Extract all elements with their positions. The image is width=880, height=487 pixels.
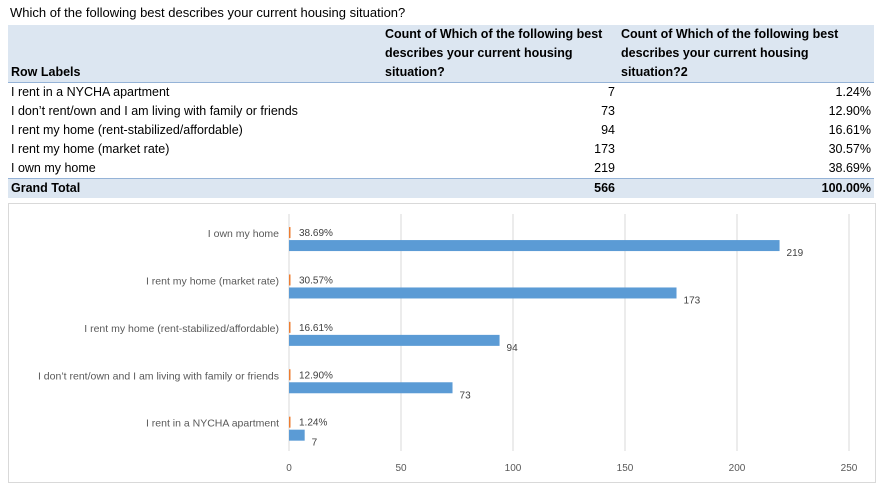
grand-total-label: Grand Total [8,178,382,198]
row-count: 173 [594,142,615,156]
category-label: I rent my home (rent-stabilized/affordab… [84,323,279,335]
percent-data-label: 1.24% [299,418,327,429]
percent-bar [289,274,291,286]
grand-total-row[interactable]: Grand Total 566 100.00% [8,178,874,198]
row-count: 73 [601,104,615,118]
row-label: I rent my home (market rate) [11,142,170,156]
row-label: I own my home [11,161,96,175]
row-percent: 30.57% [828,142,871,156]
row-count: 94 [601,123,615,137]
percent-bar [289,416,291,428]
table-row[interactable]: I don’t rent/own and I am living with fa… [8,102,874,121]
count-data-label: 73 [460,390,472,401]
count-data-label: 7 [312,438,318,449]
grand-total-count: 566 [382,178,618,198]
row-percent: 38.69% [828,161,871,175]
x-tick-label: 150 [617,463,634,474]
table-row[interactable]: I rent my home (rent-stabilized/affordab… [8,121,874,140]
grand-total-percent: 100.00% [618,178,874,198]
table-row[interactable]: I own my home 219 38.69% [8,159,874,179]
count-bar [289,334,500,346]
x-tick-label: 0 [286,463,292,474]
category-label: I don’t rent/own and I am living with fa… [38,370,279,382]
category-label: I rent my home (market rate) [146,275,279,287]
percent-bar [289,227,291,239]
x-tick-label: 250 [841,463,858,474]
question-title: Which of the following best describes yo… [10,5,406,20]
count2-column-header[interactable]: Count of Which of the following best des… [618,25,874,83]
x-tick-label: 50 [395,463,407,474]
x-tick-label: 200 [729,463,746,474]
count-bar [289,287,677,299]
count-data-label: 94 [507,343,519,354]
percent-data-label: 30.57% [299,275,333,286]
row-count: 219 [594,161,615,175]
x-tick-label: 100 [505,463,522,474]
category-label: I rent in a NYCHA apartment [146,418,279,430]
bar-chart: 0 50 100 150 200 250 I own my home 38.69% 219 I r… [8,203,876,483]
count-bar [289,240,780,252]
percent-data-label: 38.69% [299,228,333,239]
count-bar [289,429,305,441]
count-bar [289,382,453,394]
chart-svg: 0 50 100 150 200 250 I own my home 38.69% 219 I r… [38,214,858,474]
row-label: I don’t rent/own and I am living with fa… [11,104,298,118]
row-label: I rent in a NYCHA apartment [11,85,170,99]
row-labels-header[interactable]: Row Labels [8,25,382,83]
percent-data-label: 12.90% [299,370,333,381]
table-row[interactable]: I rent in a NYCHA apartment 7 1.24% [8,83,874,103]
percent-data-label: 16.61% [299,323,333,334]
count-column-header[interactable]: Count of Which of the following best des… [382,25,618,83]
row-label: I rent my home (rent-stabilized/affordab… [11,123,243,137]
percent-bar [289,321,291,333]
count-data-label: 219 [787,248,804,259]
pivot-table: Row Labels Count of Which of the followi… [8,25,874,198]
row-percent: 16.61% [828,123,871,137]
row-percent: 12.90% [828,104,871,118]
row-percent: 1.24% [835,85,871,99]
category-label: I own my home [208,228,279,240]
table-row[interactable]: I rent my home (market rate) 173 30.57% [8,140,874,159]
count-data-label: 173 [684,295,701,306]
pivot-header-row: Row Labels Count of Which of the followi… [8,25,874,83]
row-count: 7 [608,85,615,99]
percent-bar [289,369,291,381]
